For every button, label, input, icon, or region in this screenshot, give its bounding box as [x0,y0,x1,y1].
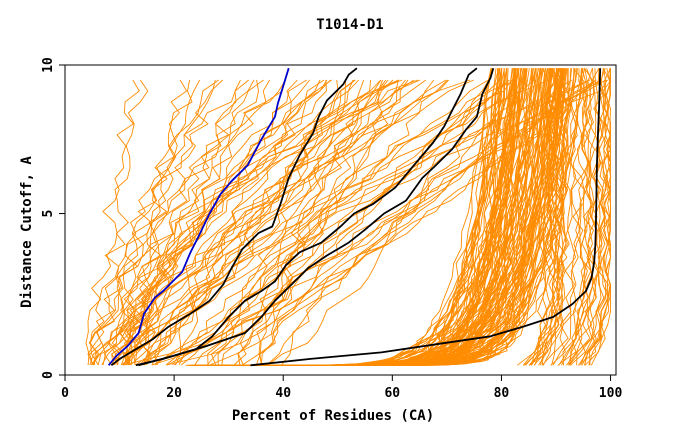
model-curve [165,79,513,366]
model-curve [123,79,255,366]
model-curve [342,68,566,366]
y-tick-label: 5 [41,210,56,218]
model-curve [89,79,418,366]
model-curve [589,68,612,366]
model-curve [95,79,149,366]
plot-frame [64,64,617,376]
x-tick-label: 100 [599,386,623,401]
model-curve [517,68,552,366]
model-curve [552,67,585,366]
series-line-black-1 [110,67,358,367]
model-curve [562,68,588,366]
y-tick-label: 0 [41,371,56,379]
model-curve [143,79,471,366]
model-curve [143,79,354,366]
model-curve [210,79,383,366]
model-curve [121,79,332,366]
model-curve [557,68,590,366]
model-curve [111,79,216,366]
x-tick-label: 40 [275,386,291,401]
model-curve [180,79,448,366]
highlight-layer [107,67,602,367]
model-curve [97,79,427,366]
model-curve [255,79,382,366]
model-curve [195,68,505,366]
model-curve [128,79,447,366]
model-curve [528,68,557,366]
model-curve [87,79,286,366]
model-curve [242,79,347,366]
model-curve [218,68,508,366]
model-curve [122,79,415,366]
model-curve [304,68,565,366]
model-curve [577,68,612,366]
model-curve [541,68,571,366]
model-curve [90,79,249,366]
series-line-black-3 [138,67,495,367]
model-curve [111,79,219,366]
y-axis-ticks: 0 5 10 [41,57,65,379]
model-curve [133,79,321,366]
model-curve [88,79,264,366]
x-axis-title: Percent of Residues (CA) [232,408,434,424]
model-curve [166,79,372,366]
model-curve [258,79,409,366]
model-curve [91,79,271,366]
x-axis-ticks: 0 20 40 60 80 100 [61,375,622,401]
model-curve [584,68,611,366]
model-curve [244,68,551,366]
model-curve [551,68,578,366]
model-curve [103,79,201,366]
series-line-blue [107,67,290,366]
model-curve [89,79,400,366]
model-curve [172,79,389,366]
model-curve [155,79,503,366]
x-tick-label: 60 [384,386,400,401]
model-curve [194,79,506,366]
model-curve [237,79,435,366]
model-curve [154,79,517,366]
model-curve [256,68,562,366]
model-curve [542,68,569,366]
model-curve [166,79,529,366]
model-curve [257,68,500,366]
model-curve [108,79,307,366]
y-axis-title: Distance Cutoff, A [19,156,35,308]
model-curve [109,79,331,366]
model-curve [550,68,582,366]
model-curve [225,68,518,366]
series-layer [85,67,612,366]
model-curve [538,68,571,366]
model-curve [525,68,555,366]
model-curve [558,68,589,366]
model-curve [258,68,517,366]
model-curve [570,68,595,366]
model-curve [125,79,591,366]
x-tick-label: 80 [494,386,510,401]
x-tick-label: 0 [61,386,69,401]
y-tick-label: 10 [41,57,56,73]
series-line-black-2 [135,67,478,367]
model-curve [568,68,602,366]
model-curve [569,67,601,366]
model-curve [237,79,535,366]
x-tick-label: 20 [166,386,182,401]
model-curve [144,79,399,366]
model-curve [568,68,598,366]
model-curve [151,79,327,366]
model-curve [578,68,606,366]
model-curve [522,68,559,366]
model-curve [85,79,140,366]
model-curve [115,79,310,366]
model-curve [101,79,298,366]
model-curve [267,79,490,366]
series-line-black-4 [250,68,602,367]
chart-title: T1014-D1 [316,17,383,33]
